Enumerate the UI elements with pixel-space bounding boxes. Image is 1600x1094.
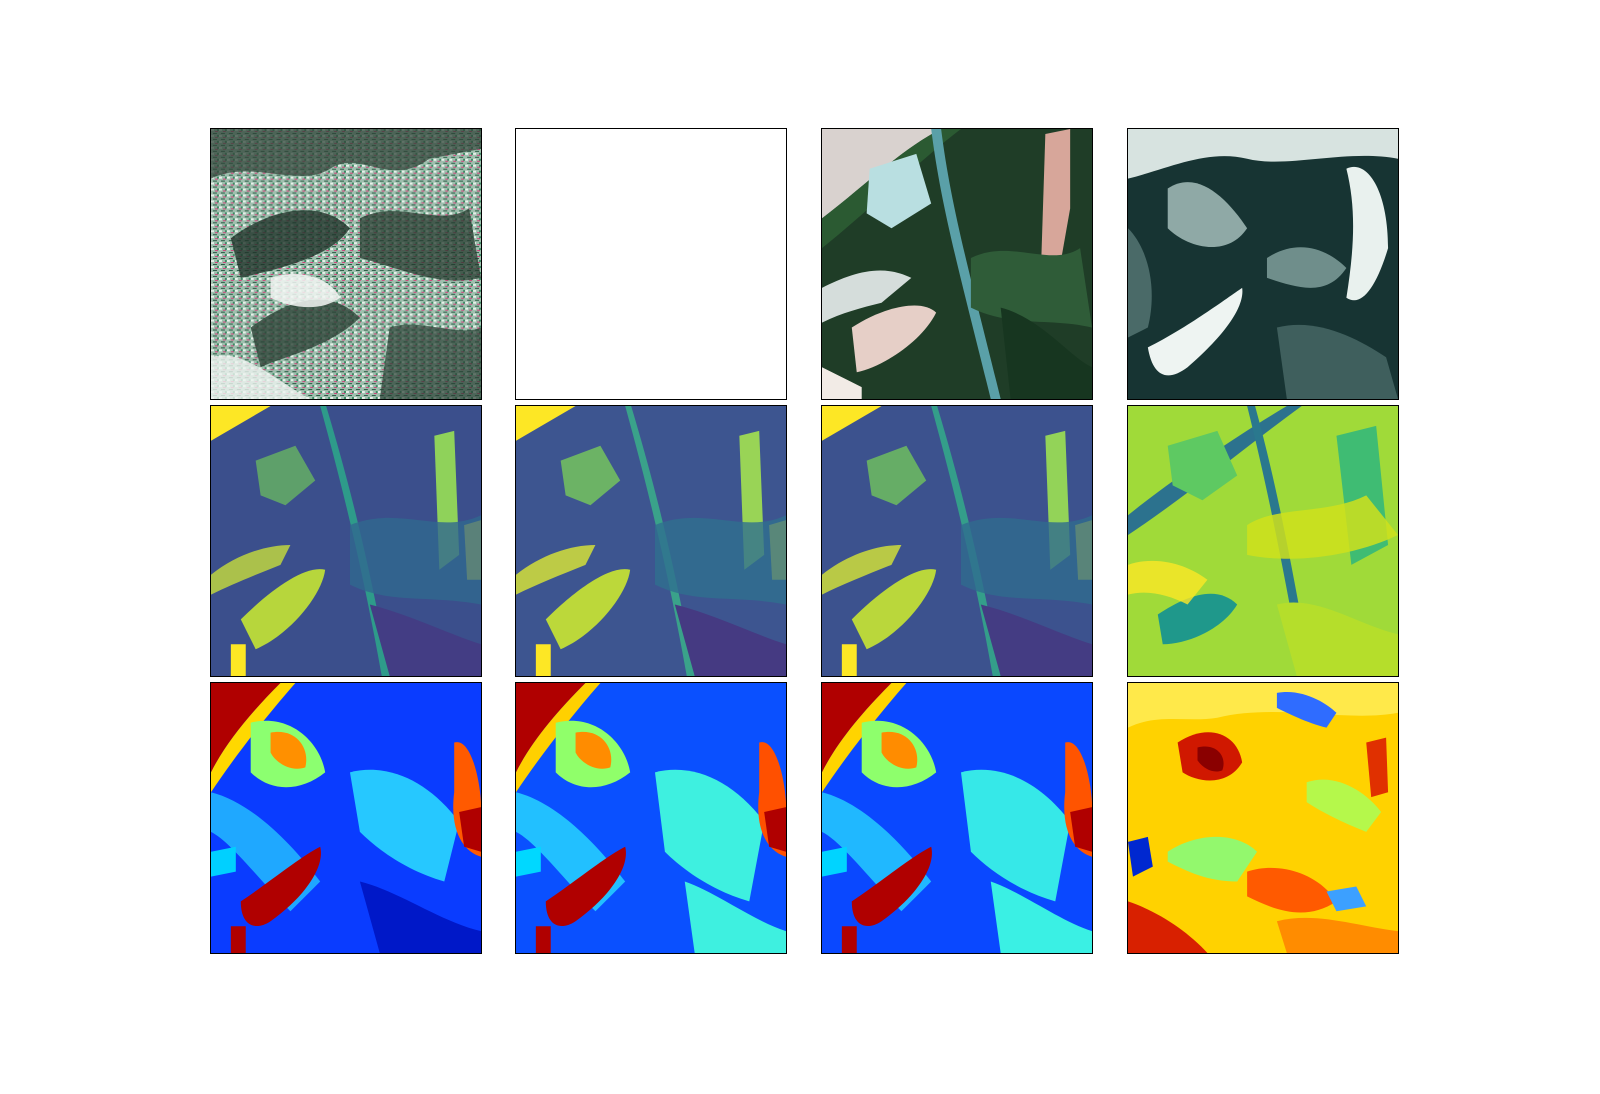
panel-r2-c0-jet-map — [210, 682, 482, 954]
panel-r0-c0-sar-image — [210, 128, 482, 400]
panel-r1-c2-viridis-map — [821, 405, 1093, 677]
panel-r0-c1-blank — [515, 128, 787, 400]
panel-r2-c1-jet-map — [515, 682, 787, 954]
panel-r0-c3-reconstructed-image — [1127, 128, 1399, 400]
panel-r0-c2-optical-image — [821, 128, 1093, 400]
panel-r1-c1-viridis-map — [515, 405, 787, 677]
panel-r1-c0-viridis-map — [210, 405, 482, 677]
panel-r1-c3-viridis-map — [1127, 405, 1399, 677]
panel-r2-c2-jet-map — [821, 682, 1093, 954]
panel-r2-c3-jet-map — [1127, 682, 1399, 954]
